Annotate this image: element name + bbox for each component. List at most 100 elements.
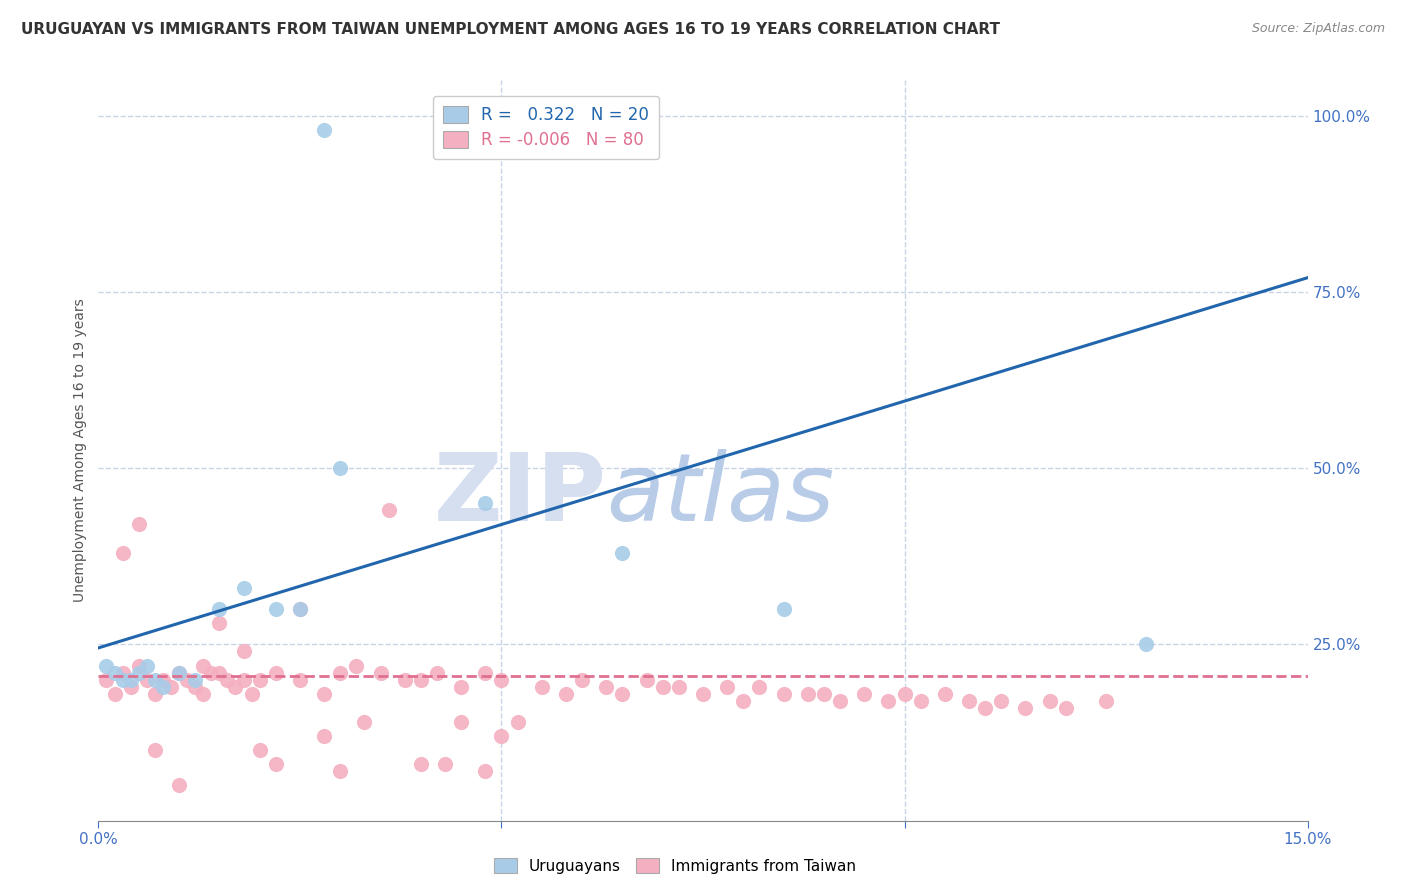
Point xyxy=(193,687,215,701)
Text: ZIP: ZIP xyxy=(433,449,606,541)
Point xyxy=(240,687,263,701)
Point xyxy=(748,680,770,694)
Point xyxy=(990,694,1012,708)
Point xyxy=(103,665,125,680)
Point xyxy=(409,673,432,687)
Point xyxy=(426,665,449,680)
Point xyxy=(232,673,254,687)
Point xyxy=(1039,694,1062,708)
Point xyxy=(111,665,134,680)
Point xyxy=(506,714,529,729)
Point xyxy=(893,687,915,701)
Point xyxy=(143,687,166,701)
Point xyxy=(813,687,835,701)
Point xyxy=(474,764,496,779)
Point xyxy=(329,665,352,680)
Point xyxy=(128,658,150,673)
Point xyxy=(409,757,432,772)
Point xyxy=(434,757,457,772)
Point xyxy=(853,687,876,701)
Point xyxy=(111,673,134,687)
Point xyxy=(208,602,231,616)
Point xyxy=(143,673,166,687)
Point xyxy=(208,616,231,631)
Point xyxy=(193,658,215,673)
Point xyxy=(450,680,472,694)
Point xyxy=(135,673,157,687)
Point xyxy=(264,665,287,680)
Point xyxy=(692,687,714,701)
Point xyxy=(772,602,794,616)
Point xyxy=(120,680,142,694)
Point xyxy=(217,673,239,687)
Point xyxy=(491,729,513,743)
Y-axis label: Unemployment Among Ages 16 to 19 years: Unemployment Among Ages 16 to 19 years xyxy=(73,299,87,602)
Point xyxy=(1054,701,1077,715)
Point xyxy=(370,665,392,680)
Point xyxy=(612,687,634,701)
Point xyxy=(910,694,932,708)
Point xyxy=(716,680,738,694)
Point xyxy=(135,658,157,673)
Point xyxy=(1135,637,1157,651)
Point xyxy=(828,694,851,708)
Point xyxy=(314,122,336,136)
Text: atlas: atlas xyxy=(606,450,835,541)
Point xyxy=(288,673,311,687)
Point xyxy=(329,461,352,475)
Legend: Uruguayans, Immigrants from Taiwan: Uruguayans, Immigrants from Taiwan xyxy=(488,852,862,880)
Point xyxy=(555,687,578,701)
Point xyxy=(1014,701,1036,715)
Point xyxy=(974,701,997,715)
Point xyxy=(111,546,134,560)
Point xyxy=(167,778,190,792)
Point xyxy=(288,602,311,616)
Point xyxy=(394,673,416,687)
Point xyxy=(344,658,367,673)
Point xyxy=(152,673,174,687)
Point xyxy=(184,673,207,687)
Point xyxy=(96,658,118,673)
Point xyxy=(733,694,755,708)
Point xyxy=(636,673,658,687)
Point xyxy=(167,665,190,680)
Point xyxy=(120,673,142,687)
Point xyxy=(651,680,673,694)
Point xyxy=(128,517,150,532)
Text: URUGUAYAN VS IMMIGRANTS FROM TAIWAN UNEMPLOYMENT AMONG AGES 16 TO 19 YEARS CORRE: URUGUAYAN VS IMMIGRANTS FROM TAIWAN UNEM… xyxy=(21,22,1000,37)
Point xyxy=(264,602,287,616)
Point xyxy=(160,680,183,694)
Legend: R =   0.322   N = 20, R = -0.006   N = 80: R = 0.322 N = 20, R = -0.006 N = 80 xyxy=(433,96,659,159)
Point xyxy=(249,673,271,687)
Point xyxy=(474,665,496,680)
Point xyxy=(450,714,472,729)
Point xyxy=(200,665,222,680)
Point xyxy=(612,546,634,560)
Point xyxy=(103,687,125,701)
Point xyxy=(474,496,496,510)
Point xyxy=(314,729,336,743)
Point xyxy=(249,743,271,757)
Point xyxy=(595,680,617,694)
Point xyxy=(176,673,198,687)
Point xyxy=(377,503,399,517)
Point xyxy=(232,581,254,595)
Point xyxy=(167,665,190,680)
Point xyxy=(668,680,690,694)
Point xyxy=(152,680,174,694)
Point xyxy=(143,743,166,757)
Point xyxy=(184,680,207,694)
Point xyxy=(957,694,980,708)
Point xyxy=(329,764,352,779)
Point xyxy=(530,680,553,694)
Point xyxy=(314,687,336,701)
Point xyxy=(96,673,118,687)
Point xyxy=(128,665,150,680)
Point xyxy=(288,602,311,616)
Point xyxy=(353,714,375,729)
Point xyxy=(934,687,956,701)
Point xyxy=(1095,694,1118,708)
Point xyxy=(232,644,254,658)
Point xyxy=(772,687,794,701)
Text: Source: ZipAtlas.com: Source: ZipAtlas.com xyxy=(1251,22,1385,36)
